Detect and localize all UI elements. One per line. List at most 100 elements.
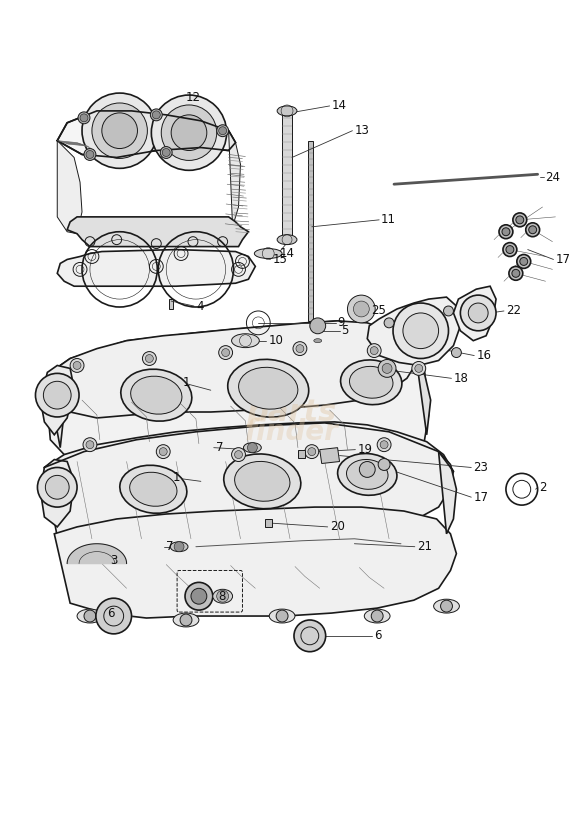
Ellipse shape: [213, 589, 233, 603]
Text: 8: 8: [219, 590, 226, 602]
Circle shape: [45, 475, 69, 499]
Ellipse shape: [314, 339, 322, 343]
Ellipse shape: [434, 599, 459, 613]
Text: 11: 11: [381, 213, 396, 227]
Text: 6: 6: [107, 606, 114, 620]
Circle shape: [152, 95, 227, 171]
Circle shape: [160, 147, 172, 158]
Ellipse shape: [231, 334, 259, 348]
Ellipse shape: [170, 541, 188, 551]
Ellipse shape: [234, 461, 290, 501]
Circle shape: [367, 344, 381, 358]
Ellipse shape: [277, 106, 297, 116]
Polygon shape: [308, 141, 313, 321]
Ellipse shape: [120, 466, 187, 513]
Circle shape: [517, 255, 531, 269]
Circle shape: [382, 363, 392, 373]
Circle shape: [92, 103, 147, 158]
Circle shape: [512, 269, 520, 278]
Circle shape: [142, 352, 156, 366]
Text: 15: 15: [272, 253, 287, 266]
Circle shape: [152, 111, 160, 119]
Text: 13: 13: [354, 124, 369, 138]
Circle shape: [377, 438, 391, 452]
Polygon shape: [67, 217, 248, 246]
Circle shape: [191, 588, 207, 604]
Text: 5: 5: [342, 325, 349, 337]
Ellipse shape: [277, 235, 297, 245]
Circle shape: [378, 458, 390, 471]
Circle shape: [461, 295, 496, 330]
Polygon shape: [265, 519, 272, 527]
Circle shape: [308, 447, 316, 456]
Circle shape: [43, 382, 71, 409]
Text: 19: 19: [357, 443, 373, 456]
Polygon shape: [169, 299, 173, 309]
Polygon shape: [57, 111, 236, 157]
Circle shape: [516, 216, 524, 224]
Polygon shape: [67, 544, 127, 564]
Circle shape: [219, 345, 233, 359]
Circle shape: [393, 303, 448, 358]
Ellipse shape: [129, 472, 177, 506]
Circle shape: [503, 242, 517, 256]
Ellipse shape: [77, 609, 103, 623]
Ellipse shape: [238, 368, 298, 410]
Circle shape: [102, 113, 138, 148]
Circle shape: [96, 598, 132, 634]
Polygon shape: [417, 363, 431, 435]
Polygon shape: [50, 372, 64, 447]
Circle shape: [293, 342, 307, 355]
Polygon shape: [40, 460, 74, 527]
Text: 1: 1: [173, 471, 181, 484]
Circle shape: [502, 227, 510, 236]
Circle shape: [468, 303, 488, 323]
Circle shape: [84, 610, 96, 622]
Circle shape: [499, 225, 513, 239]
Circle shape: [294, 620, 326, 652]
Text: 9: 9: [338, 316, 345, 330]
Polygon shape: [40, 366, 74, 435]
Circle shape: [36, 373, 79, 417]
Circle shape: [217, 124, 229, 137]
Circle shape: [180, 614, 192, 626]
Polygon shape: [438, 452, 456, 534]
Circle shape: [353, 301, 369, 317]
Circle shape: [150, 109, 162, 121]
Text: 22: 22: [506, 305, 521, 317]
Text: 14: 14: [332, 100, 347, 112]
Text: 4: 4: [196, 299, 203, 312]
Text: 2: 2: [540, 480, 547, 494]
Ellipse shape: [173, 613, 199, 627]
Circle shape: [234, 451, 243, 458]
Text: 21: 21: [417, 541, 432, 553]
Circle shape: [359, 461, 375, 477]
Polygon shape: [44, 422, 454, 544]
Ellipse shape: [244, 442, 261, 452]
Circle shape: [83, 438, 97, 452]
Text: 17: 17: [473, 490, 488, 503]
Text: 3: 3: [110, 554, 117, 567]
Ellipse shape: [254, 249, 282, 259]
Text: finder: finder: [244, 418, 338, 446]
Polygon shape: [47, 321, 429, 467]
Ellipse shape: [224, 454, 301, 508]
Circle shape: [80, 114, 88, 122]
Circle shape: [161, 105, 217, 161]
Circle shape: [513, 213, 526, 227]
Circle shape: [444, 306, 454, 316]
Polygon shape: [57, 141, 82, 234]
Circle shape: [509, 266, 523, 280]
Circle shape: [506, 246, 514, 254]
Ellipse shape: [121, 369, 192, 421]
Polygon shape: [50, 321, 417, 418]
Polygon shape: [454, 286, 496, 340]
Circle shape: [441, 600, 452, 612]
Text: 18: 18: [454, 372, 468, 385]
Text: parts: parts: [246, 397, 336, 427]
Circle shape: [70, 358, 84, 372]
Ellipse shape: [349, 367, 393, 398]
Polygon shape: [54, 507, 456, 618]
Polygon shape: [282, 111, 292, 236]
Circle shape: [156, 445, 170, 458]
